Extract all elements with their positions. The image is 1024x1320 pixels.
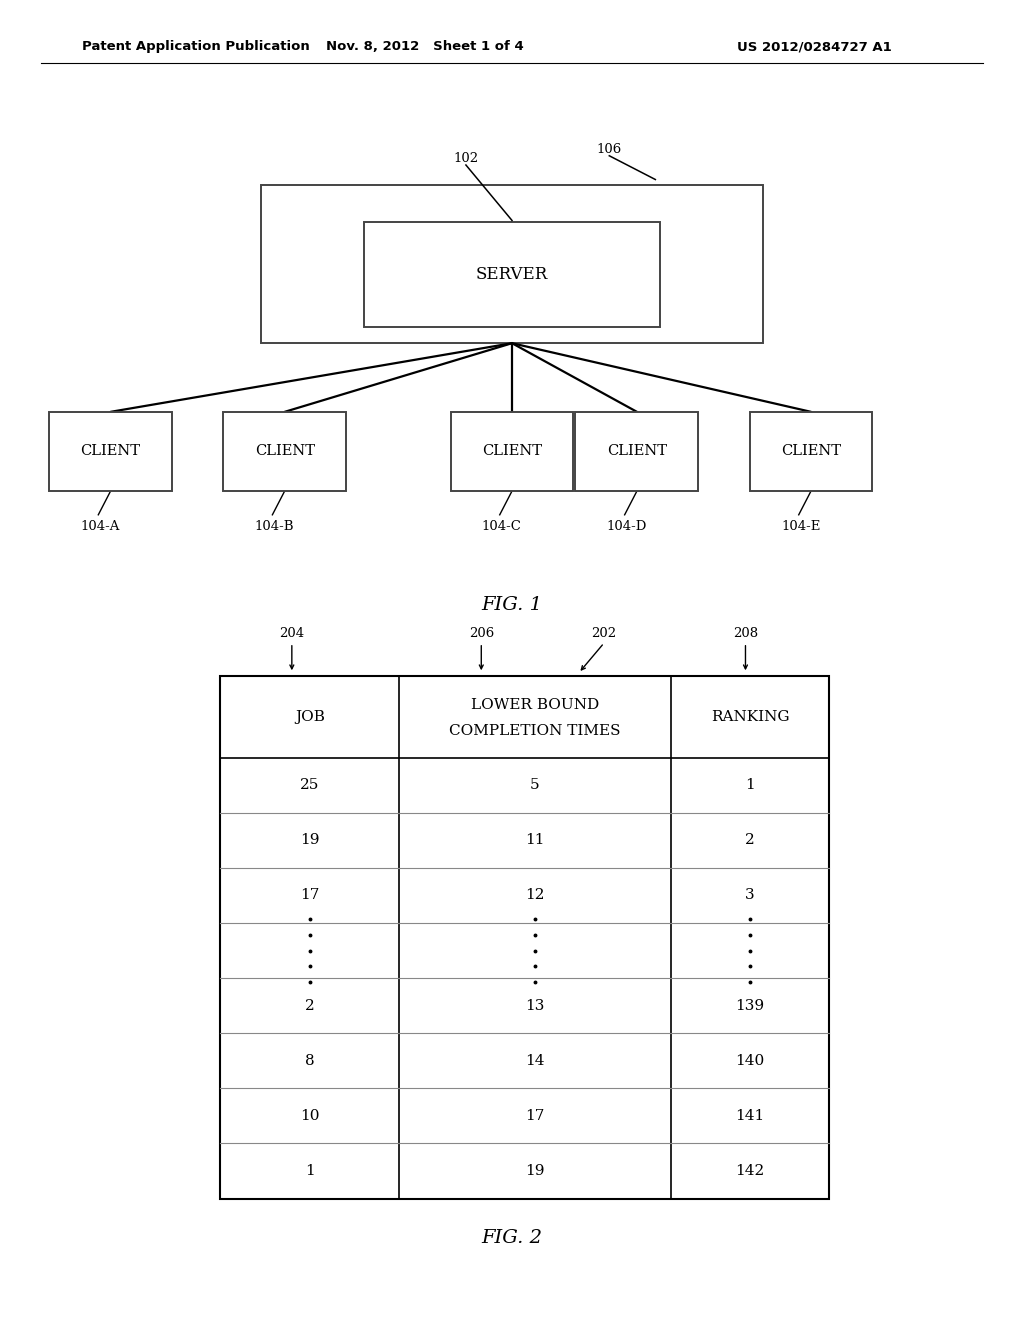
Text: 14: 14 xyxy=(525,1053,545,1068)
Text: 3: 3 xyxy=(745,888,755,903)
Text: 106: 106 xyxy=(597,143,622,156)
Text: 104-C: 104-C xyxy=(482,520,521,533)
Text: 12: 12 xyxy=(525,888,545,903)
Text: 19: 19 xyxy=(525,1164,545,1177)
Text: US 2012/0284727 A1: US 2012/0284727 A1 xyxy=(737,41,892,53)
Text: COMPLETION TIMES: COMPLETION TIMES xyxy=(450,725,621,738)
Bar xyxy=(223,412,346,491)
Bar xyxy=(575,412,698,491)
Text: CLIENT: CLIENT xyxy=(482,445,542,458)
Text: RANKING: RANKING xyxy=(711,710,790,723)
Text: CLIENT: CLIENT xyxy=(607,445,667,458)
Text: 104-D: 104-D xyxy=(606,520,647,533)
Text: 104-A: 104-A xyxy=(81,520,120,533)
Text: 25: 25 xyxy=(300,779,319,792)
Text: CLIENT: CLIENT xyxy=(781,445,841,458)
Text: JOB: JOB xyxy=(295,710,325,723)
Text: 140: 140 xyxy=(735,1053,765,1068)
Text: 17: 17 xyxy=(525,1109,545,1123)
Text: LOWER BOUND: LOWER BOUND xyxy=(471,698,599,711)
Text: Patent Application Publication: Patent Application Publication xyxy=(82,41,309,53)
Text: 102: 102 xyxy=(454,152,478,165)
Bar xyxy=(261,185,763,343)
Bar xyxy=(49,412,172,491)
Text: 206: 206 xyxy=(469,627,494,640)
Text: 2: 2 xyxy=(745,833,755,847)
Text: 104-E: 104-E xyxy=(781,520,820,533)
Text: 13: 13 xyxy=(525,999,545,1012)
Text: 2: 2 xyxy=(305,999,314,1012)
Text: SERVER: SERVER xyxy=(476,267,548,282)
Text: 142: 142 xyxy=(735,1164,765,1177)
Text: 141: 141 xyxy=(735,1109,765,1123)
Bar xyxy=(750,412,872,491)
Text: CLIENT: CLIENT xyxy=(255,445,314,458)
Text: FIG. 1: FIG. 1 xyxy=(481,595,543,614)
Text: 208: 208 xyxy=(733,627,758,640)
Bar xyxy=(220,676,829,1199)
Text: 11: 11 xyxy=(525,833,545,847)
Text: 1: 1 xyxy=(305,1164,314,1177)
Text: CLIENT: CLIENT xyxy=(81,445,140,458)
Text: 202: 202 xyxy=(592,627,616,640)
Bar xyxy=(451,412,573,491)
Text: 204: 204 xyxy=(280,627,304,640)
Text: 104-B: 104-B xyxy=(255,520,294,533)
Text: 19: 19 xyxy=(300,833,319,847)
Text: 8: 8 xyxy=(305,1053,314,1068)
Text: FIG. 2: FIG. 2 xyxy=(481,1229,543,1247)
Text: 1: 1 xyxy=(745,779,755,792)
Text: 5: 5 xyxy=(530,779,540,792)
Text: 139: 139 xyxy=(735,999,765,1012)
Text: Nov. 8, 2012   Sheet 1 of 4: Nov. 8, 2012 Sheet 1 of 4 xyxy=(326,41,524,53)
Bar xyxy=(364,222,660,327)
Text: 10: 10 xyxy=(300,1109,319,1123)
Text: 17: 17 xyxy=(300,888,319,903)
